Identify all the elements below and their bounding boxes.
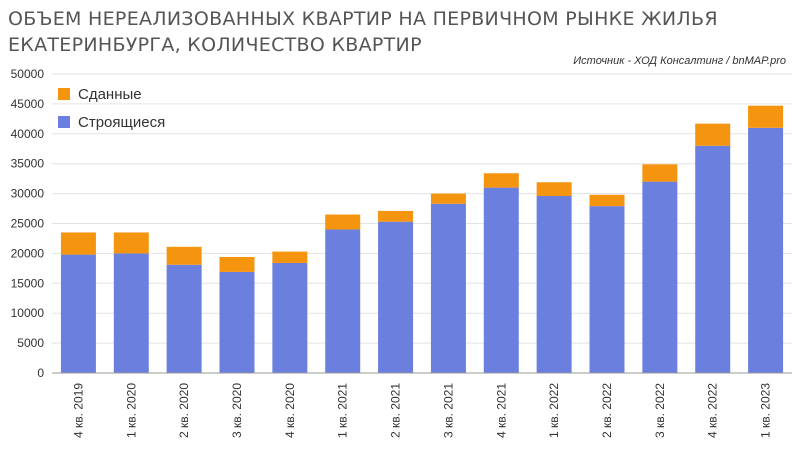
x-tick-label: 2 кв. 2020 xyxy=(177,383,191,438)
x-tick-label: 1 кв. 2021 xyxy=(336,383,350,438)
y-tick-label: 30000 xyxy=(11,187,45,201)
bar-built xyxy=(748,105,784,128)
legend-label-built: Сданные xyxy=(78,85,142,103)
bar-built xyxy=(60,232,96,255)
bar-built xyxy=(430,193,466,204)
y-tick-label: 35000 xyxy=(11,157,45,171)
y-tick-label: 40000 xyxy=(11,127,45,141)
chart-title-line-2: ЕКАТЕРИНБУРГА, КОЛИЧЕСТВО КВАРТИР xyxy=(8,34,422,56)
y-tick-label: 50000 xyxy=(11,67,45,81)
legend-swatch-construction xyxy=(58,116,70,128)
y-tick-label: 45000 xyxy=(11,97,45,111)
bar-built xyxy=(166,246,202,265)
y-tick-label: 10000 xyxy=(11,306,45,320)
bar-built xyxy=(378,210,414,222)
bar-construction xyxy=(642,181,678,373)
x-tick-label: 2 кв. 2021 xyxy=(389,383,403,438)
bar-construction xyxy=(378,221,414,373)
bar-construction xyxy=(695,145,731,373)
x-tick-label: 4 кв. 2020 xyxy=(283,383,297,438)
bar-construction xyxy=(483,187,519,373)
bar-construction xyxy=(219,271,255,373)
chart-title-line-1: ОБЪЕМ НЕРЕАЛИЗОВАННЫХ КВАРТИР НА ПЕРВИЧН… xyxy=(8,8,718,30)
bar-construction xyxy=(589,206,625,373)
bar-construction xyxy=(325,229,361,373)
bar-built xyxy=(483,173,519,188)
bar-construction xyxy=(430,203,466,373)
bar-construction xyxy=(536,195,572,373)
bar-built xyxy=(219,256,255,272)
legend-label-construction: Строящиеся xyxy=(78,113,166,131)
bar-construction xyxy=(60,254,96,373)
bar-built xyxy=(642,164,678,182)
legend-swatch-built xyxy=(58,88,70,100)
bar-built xyxy=(325,214,361,230)
x-tick-label: 4 кв. 2019 xyxy=(71,383,85,438)
legend: Сданные Строящиеся xyxy=(58,80,165,136)
bar-built xyxy=(536,182,572,196)
bar-construction xyxy=(748,127,784,373)
bar-built xyxy=(695,123,731,146)
legend-item-built: Сданные xyxy=(58,80,165,108)
bar-built xyxy=(113,232,149,254)
x-tick-label: 1 кв. 2023 xyxy=(759,383,773,438)
y-tick-label: 15000 xyxy=(11,276,45,290)
x-tick-label: 4 кв. 2022 xyxy=(706,383,720,438)
legend-item-construction: Строящиеся xyxy=(58,108,165,136)
x-tick-label: 1 кв. 2022 xyxy=(547,383,561,438)
bar-construction xyxy=(113,253,149,373)
y-tick-label: 20000 xyxy=(11,246,45,260)
y-tick-label: 0 xyxy=(37,366,44,380)
bar-built xyxy=(272,251,308,263)
x-tick-label: 1 кв. 2020 xyxy=(124,383,138,438)
bar-construction xyxy=(272,262,308,373)
source-note: Источник - ХОД Консалтинг / bnMAP.pro xyxy=(573,55,786,67)
y-tick-label: 25000 xyxy=(11,217,45,231)
x-tick-label: 2 кв. 2022 xyxy=(600,383,614,438)
x-tick-label: 3 кв. 2021 xyxy=(441,383,455,438)
x-tick-label: 3 кв. 2020 xyxy=(230,383,244,438)
bar-built xyxy=(589,194,625,207)
chart-title: ОБЪЕМ НЕРЕАЛИЗОВАННЫХ КВАРТИР НА ПЕРВИЧН… xyxy=(8,6,768,58)
y-tick-label: 5000 xyxy=(17,336,44,350)
x-tick-label: 3 кв. 2022 xyxy=(653,383,667,438)
bar-construction xyxy=(166,264,202,373)
x-tick-label: 4 кв. 2021 xyxy=(494,383,508,438)
